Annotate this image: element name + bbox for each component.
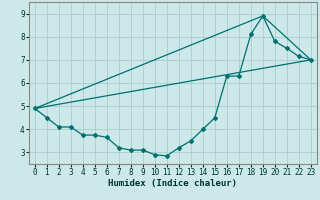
X-axis label: Humidex (Indice chaleur): Humidex (Indice chaleur) — [108, 179, 237, 188]
